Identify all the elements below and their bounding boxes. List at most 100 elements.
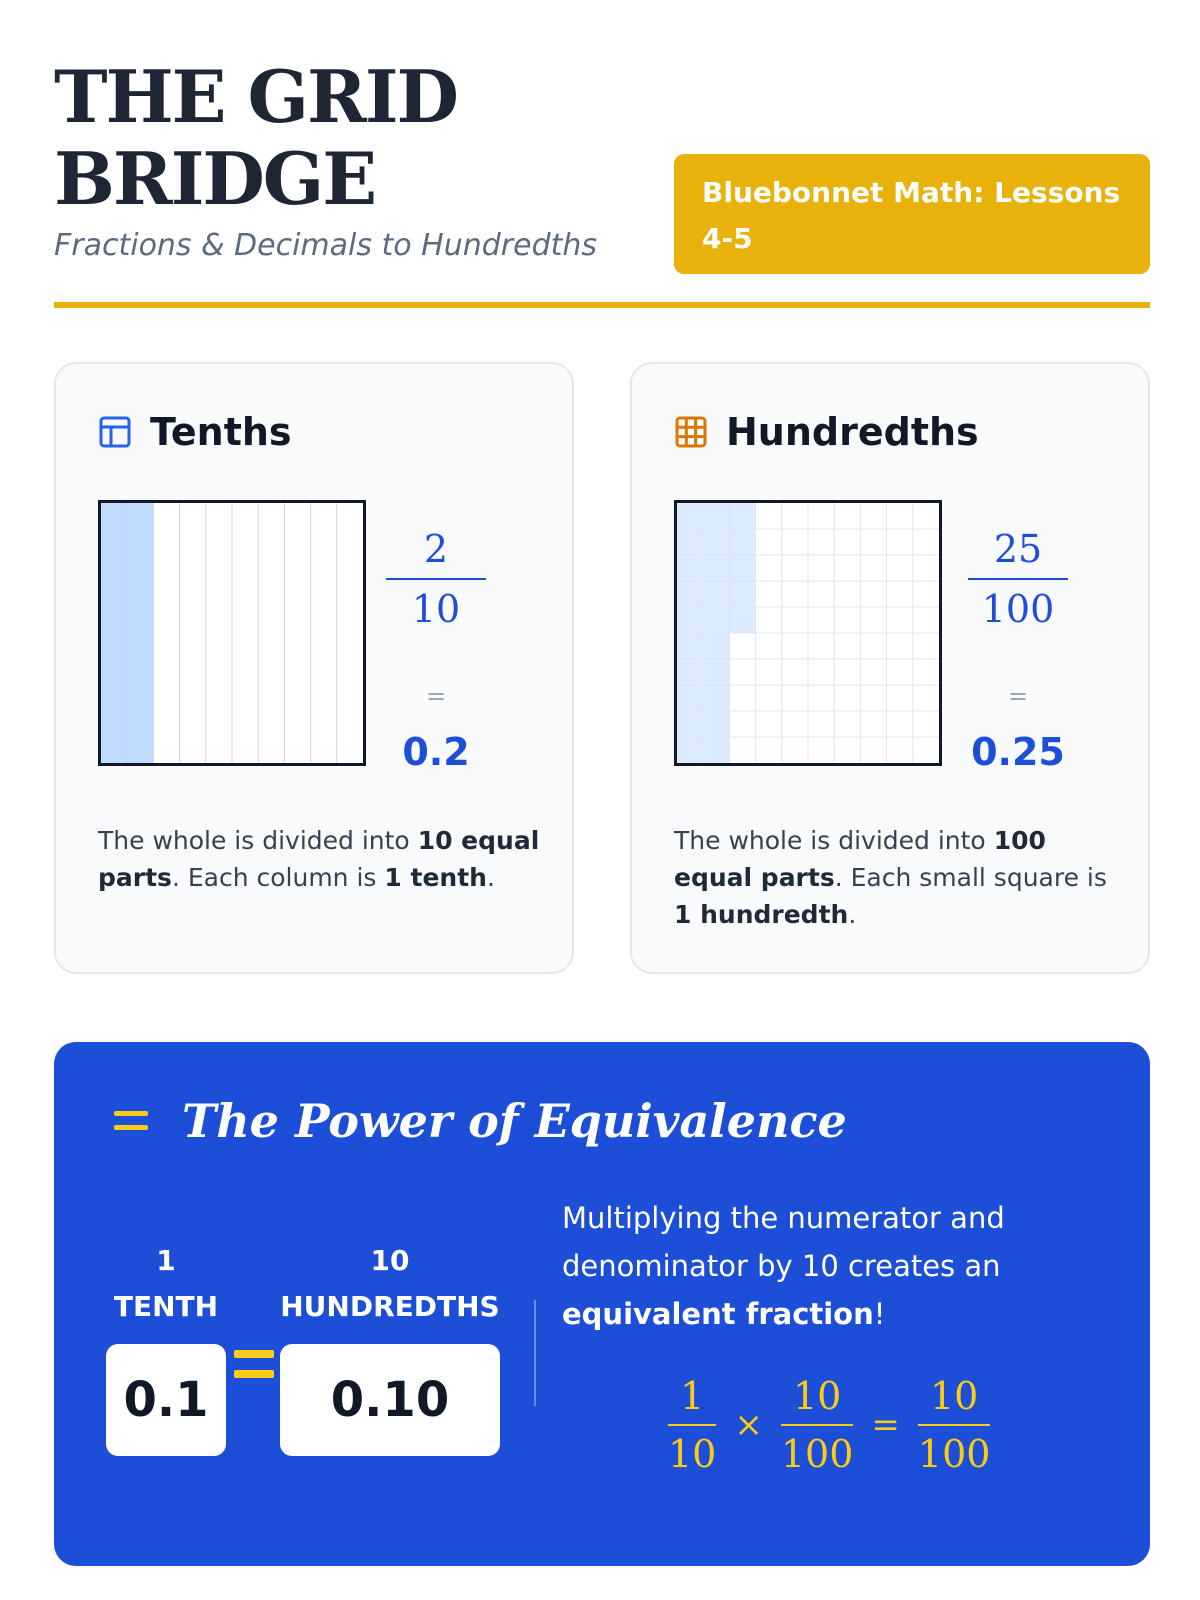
- page-title: THE GRID BRIDGE: [54, 56, 459, 221]
- desc-text: . Each column is: [171, 863, 385, 892]
- square: [781, 503, 808, 529]
- square: [860, 737, 887, 763]
- square: [755, 633, 782, 659]
- square: [781, 659, 808, 685]
- fraction-bar: [780, 1424, 854, 1426]
- shaded-square: [703, 685, 730, 711]
- square: [808, 737, 835, 763]
- square: [781, 529, 808, 555]
- column: [205, 503, 232, 763]
- square: [860, 633, 887, 659]
- header-divider: [54, 302, 1150, 308]
- square: [808, 633, 835, 659]
- square: [729, 737, 756, 763]
- square: [886, 659, 913, 685]
- right-label: 10 HUNDREDTHS: [280, 1238, 500, 1330]
- square: [755, 711, 782, 737]
- square: [912, 503, 939, 529]
- column: [179, 503, 206, 763]
- square: [808, 607, 835, 633]
- square: [781, 685, 808, 711]
- square: [781, 737, 808, 763]
- square: [834, 607, 861, 633]
- desc-text: The whole is divided into: [674, 826, 994, 855]
- equivalence-explanation: Multiplying the numerator and denominato…: [562, 1194, 1082, 1338]
- hundredths-card-header: Hundredths: [674, 410, 979, 454]
- equation-fraction-b: 10 100: [780, 1370, 854, 1480]
- column: [284, 503, 311, 763]
- square: [886, 581, 913, 607]
- desc-bold: 1 tenth: [384, 863, 487, 892]
- shaded-square: [703, 581, 730, 607]
- square: [912, 633, 939, 659]
- hundredths-decimal: 0.25: [971, 730, 1065, 774]
- shaded-square: [729, 607, 756, 633]
- fraction-denominator: 100: [917, 1432, 991, 1476]
- hundredths-equals: =: [1007, 682, 1029, 710]
- title-line-2: BRIDGE: [54, 136, 377, 221]
- square: [755, 659, 782, 685]
- square: [834, 503, 861, 529]
- square: [860, 529, 887, 555]
- hundredths-denominator: 100: [981, 587, 1055, 631]
- column: [336, 503, 363, 763]
- square: [886, 503, 913, 529]
- right-label-unit: HUNDREDTHS: [280, 1290, 500, 1323]
- hundredths-card: Hundredths 25 100 = 0.25 The whole is di…: [630, 362, 1150, 974]
- square: [912, 685, 939, 711]
- equivalence-header: The Power of Equivalence: [112, 1094, 847, 1148]
- square: [834, 659, 861, 685]
- square: [860, 685, 887, 711]
- tenths-description: The whole is divided into 10 equal parts…: [98, 822, 548, 896]
- square: [781, 607, 808, 633]
- hundredths-numerator: 25: [993, 527, 1043, 571]
- shaded-square: [677, 581, 704, 607]
- square: [755, 685, 782, 711]
- header: THE GRID BRIDGE Fractions & Decimals to …: [54, 56, 1150, 306]
- square: [912, 659, 939, 685]
- square: [912, 607, 939, 633]
- shaded-square: [729, 555, 756, 581]
- right-label-count: 10: [370, 1244, 410, 1277]
- equivalence-equation: 1 10 × 10 100 = 10 100: [668, 1370, 991, 1480]
- fraction-bar: [386, 578, 486, 580]
- shaded-square: [677, 659, 704, 685]
- square: [834, 555, 861, 581]
- square: [808, 711, 835, 737]
- panel-layout-icon: [99, 416, 131, 448]
- shaded-square: [677, 503, 704, 529]
- tenths-decimal: 0.2: [402, 730, 470, 774]
- fraction-bar: [968, 578, 1068, 580]
- square: [808, 503, 835, 529]
- lesson-badge: Bluebonnet Math: Lessons 4-5: [674, 154, 1150, 274]
- square: [912, 529, 939, 555]
- big-equals-icon: [234, 1350, 274, 1378]
- shaded-square: [677, 607, 704, 633]
- square: [755, 529, 782, 555]
- square: [808, 529, 835, 555]
- equivalence-panel: The Power of Equivalence 1 TENTH 0.1 10 …: [54, 1042, 1150, 1566]
- hundredths-grid: [674, 500, 942, 766]
- shaded-square: [677, 711, 704, 737]
- square: [834, 529, 861, 555]
- tenth-value-box: 0.1: [106, 1344, 226, 1456]
- square: [886, 737, 913, 763]
- square: [860, 711, 887, 737]
- square: [834, 633, 861, 659]
- left-label-unit: TENTH: [113, 1290, 219, 1323]
- left-label-count: 1: [156, 1244, 176, 1277]
- square: [781, 555, 808, 581]
- square: [860, 659, 887, 685]
- shaded-square: [677, 633, 704, 659]
- equals-icon: [114, 1111, 148, 1130]
- square: [808, 659, 835, 685]
- desc-text: .: [848, 900, 857, 929]
- fraction-numerator: 10: [792, 1374, 842, 1418]
- square: [834, 685, 861, 711]
- square: [755, 555, 782, 581]
- equation-fraction-a: 1 10: [668, 1370, 717, 1480]
- shaded-square: [703, 607, 730, 633]
- square: [808, 581, 835, 607]
- tenths-card-header: Tenths: [98, 410, 292, 454]
- square: [834, 737, 861, 763]
